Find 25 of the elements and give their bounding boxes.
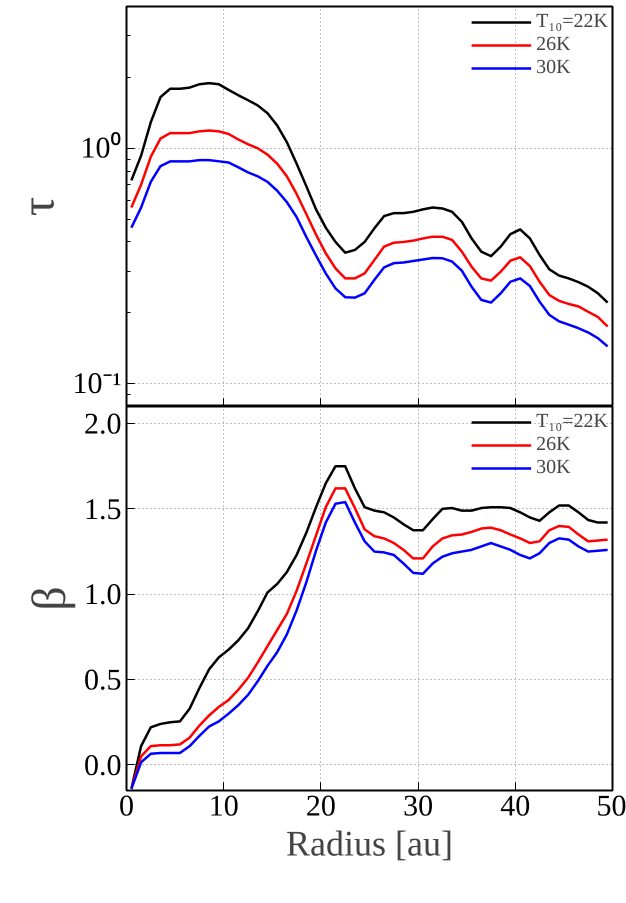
x-tick-label: 30 [403,790,434,822]
line-series [130,129,609,328]
x-tick-label: 40 [500,790,530,822]
x-tick-label: 20 [306,790,336,822]
y-tick-label: 2.0 [84,408,122,441]
legend-label: 26K [536,33,571,56]
x-axis-title: Radius [au] [286,824,453,864]
y-tick-label: 10⁻¹ [72,367,122,400]
x-tick-label: 0 [119,790,134,822]
y-tick-label: 10⁰ [80,132,122,165]
y-tick-label: 1.5 [84,492,122,526]
y-axis-title: τ [12,196,65,216]
legend-label: 30K [536,56,571,79]
x-tick-label: 50 [596,790,626,822]
line-series [130,158,609,348]
y-tick-label: 1.0 [84,578,122,612]
legend-label: 30K [536,456,571,479]
legend-label: 26K [536,433,571,456]
line-series [130,82,609,304]
y-axis-title: β [23,586,76,611]
x-tick-label: 10 [208,790,239,822]
legend-label: T₁₀=22K [536,10,608,33]
y-tick-label: 0.0 [84,748,122,782]
legend-label: T₁₀=22K [536,410,608,433]
y-tick-label: 0.5 [84,664,122,697]
